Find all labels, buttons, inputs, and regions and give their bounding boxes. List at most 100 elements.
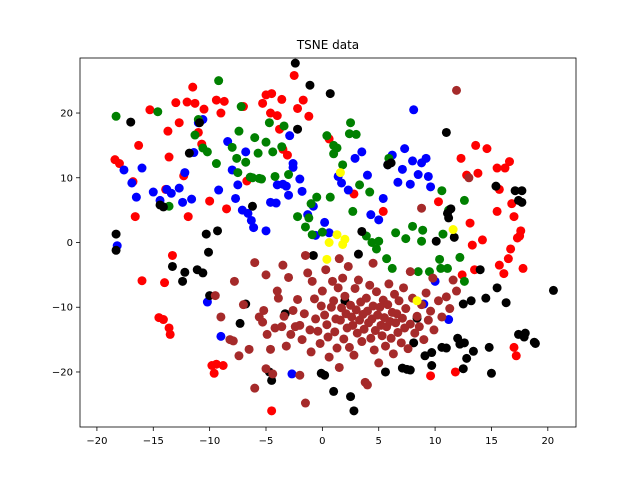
scatter-point	[346, 118, 356, 128]
scatter-point	[499, 269, 509, 279]
x-tick-label: 20	[541, 436, 554, 447]
scatter-point	[267, 406, 277, 416]
scatter-point	[285, 131, 295, 141]
scatter-point	[340, 234, 350, 244]
scatter-point	[431, 236, 441, 246]
scatter-point	[427, 361, 437, 370]
scatter-point	[134, 140, 144, 150]
scatter-point	[517, 186, 527, 196]
scatter-point	[409, 105, 419, 115]
scatter-point	[441, 127, 451, 137]
scatter-point	[441, 343, 451, 353]
scatter-point	[393, 177, 403, 187]
scatter-point	[190, 98, 200, 108]
scatter-point	[199, 104, 209, 114]
scatter-point	[216, 312, 226, 322]
scatter-point	[313, 326, 323, 336]
scatter-point	[234, 126, 244, 136]
scatter-point	[293, 103, 303, 113]
scatter-point	[501, 298, 511, 308]
scatter-point	[452, 286, 462, 296]
scatter-point	[373, 310, 383, 320]
scatter-point	[374, 236, 384, 246]
scatter-point	[324, 228, 334, 238]
scatter-point	[394, 296, 404, 306]
scatter-point	[158, 202, 168, 212]
scatter-point	[400, 144, 410, 154]
scatter-point	[315, 338, 325, 348]
y-tick-label: −20	[52, 367, 73, 378]
scatter-point	[442, 263, 452, 273]
scatter-point	[413, 267, 423, 277]
scatter-point	[397, 313, 407, 323]
scatter-point	[227, 142, 237, 152]
scatter-point	[477, 235, 487, 245]
scatter-point	[322, 320, 332, 330]
scatter-point	[350, 153, 360, 163]
scatter-point	[338, 273, 348, 283]
scatter-point	[111, 245, 121, 255]
scatter-point	[323, 332, 333, 342]
scatter-point	[211, 159, 221, 169]
scatter-point	[178, 197, 188, 207]
scatter-point	[297, 186, 307, 196]
scatter-point	[429, 325, 439, 335]
scatter-point	[268, 147, 278, 157]
scatter-point	[205, 196, 215, 206]
scatter-point	[421, 288, 431, 298]
scatter-point	[245, 172, 255, 182]
scatter-point	[250, 383, 260, 393]
scatter-point	[167, 261, 177, 271]
scatter-point	[492, 206, 502, 216]
scatter-point	[188, 82, 198, 92]
scatter-point	[241, 147, 251, 157]
scatter-point	[405, 319, 415, 329]
scatter-point	[111, 111, 121, 121]
scatter-point	[201, 229, 211, 239]
scatter-point	[427, 348, 437, 358]
scatter-point	[369, 345, 379, 355]
scatter-point	[338, 160, 348, 170]
scatter-point	[277, 94, 287, 104]
scatter-point	[160, 278, 170, 288]
scatter-point	[459, 338, 469, 348]
scatter-point	[270, 323, 280, 333]
scatter-point	[261, 137, 271, 147]
scatter-point	[435, 254, 445, 264]
scatter-point	[417, 203, 427, 213]
scatter-point	[214, 185, 224, 195]
scatter-point	[246, 215, 256, 225]
scatter-point	[426, 371, 436, 381]
scatter-point	[325, 89, 335, 99]
scatter-point	[437, 186, 447, 196]
scatter-point	[377, 331, 387, 341]
scatter-point	[262, 329, 272, 339]
scatter-point	[346, 392, 356, 402]
scatter-point	[382, 254, 392, 264]
scatter-point	[401, 304, 411, 314]
scatter-point	[468, 346, 478, 356]
scatter-point	[277, 322, 287, 332]
scatter-point	[320, 370, 330, 380]
scatter-point	[171, 98, 181, 108]
scatter-point	[378, 193, 388, 203]
scatter-point	[234, 351, 244, 361]
scatter-point	[305, 80, 315, 90]
scatter-point	[365, 187, 375, 197]
scatter-point	[475, 265, 485, 275]
scatter-point	[272, 111, 282, 121]
scatter-point	[211, 359, 221, 369]
scatter-point	[182, 97, 192, 107]
scatter-point	[418, 225, 428, 235]
scatter-point	[368, 258, 378, 268]
scatter-point	[504, 157, 514, 167]
scatter-point	[335, 168, 345, 178]
scatter-point	[380, 367, 390, 377]
scatter-point	[111, 229, 121, 239]
scatter-point	[412, 296, 422, 306]
scatter-point	[233, 168, 243, 178]
scatter-point	[352, 328, 362, 338]
scatter-point	[458, 299, 468, 309]
scatter-point	[165, 329, 175, 339]
